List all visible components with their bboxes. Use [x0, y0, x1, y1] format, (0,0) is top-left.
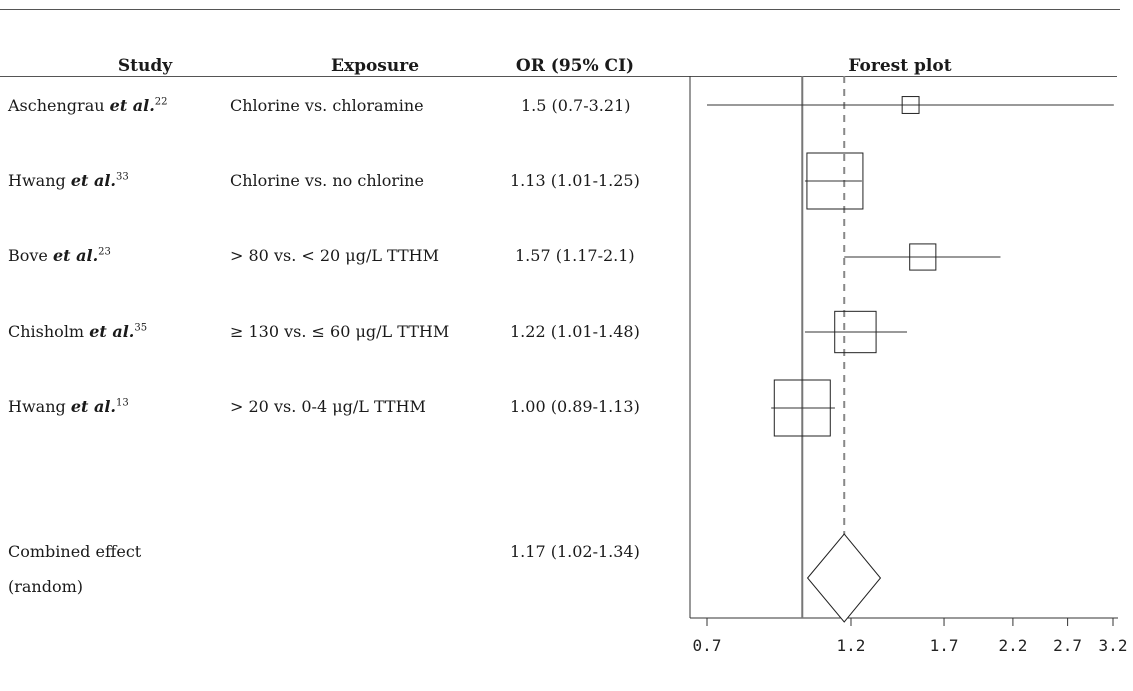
- study-author: Hwang: [8, 397, 66, 416]
- or-ci-cell: 1.22 (1.01-1.48): [510, 322, 640, 341]
- header-forest-plot: Forest plot: [848, 56, 952, 76]
- study-label: Hwang et al.13: [8, 397, 129, 416]
- study-etal: et al.: [70, 397, 116, 416]
- header-study: Study: [117, 56, 173, 76]
- study-label: Chisholm et al.35: [8, 322, 147, 341]
- study-box-marker: [901, 96, 920, 114]
- study-author: Aschengrau: [8, 96, 105, 115]
- study-reference: 33: [115, 171, 129, 183]
- header-rule-plot: [690, 76, 1117, 77]
- study-label: Bove et al.23: [8, 246, 111, 265]
- combined-label-line1: Combined effect: [8, 542, 142, 561]
- x-tick-label: 1.7: [930, 636, 959, 655]
- top-rule: [0, 9, 1120, 10]
- x-tick-label: 1.2: [837, 636, 866, 655]
- exposure-cell: > 20 vs. 0-4 μg/L TTHM: [230, 397, 426, 416]
- exposure-cell: Chlorine vs. chloramine: [230, 96, 424, 115]
- pooled-diamond-marker: [806, 533, 882, 623]
- exposure-cell: Chlorine vs. no chlorine: [230, 171, 424, 190]
- study-box-marker: [806, 152, 864, 210]
- header-or-ci: OR (95% CI): [515, 56, 635, 76]
- combined-or-ci: 1.17 (1.02-1.34): [510, 542, 640, 561]
- study-etal: et al.: [89, 322, 135, 341]
- study-author: Chisholm: [8, 322, 85, 341]
- header-exposure: Exposure: [330, 56, 420, 76]
- study-label: Hwang et al.33: [8, 171, 129, 190]
- header-rule: [0, 76, 690, 77]
- or-ci-cell: 1.57 (1.17-2.1): [515, 246, 635, 265]
- study-reference: 23: [98, 246, 111, 258]
- x-tick-label: 3.2: [1099, 636, 1128, 655]
- x-tick-label: 0.7: [693, 636, 722, 655]
- study-author: Hwang: [8, 171, 66, 190]
- study-etal: et al.: [70, 171, 116, 190]
- combined-label-line2: (random): [8, 577, 84, 596]
- study-reference: 13: [115, 397, 129, 409]
- x-tick-label: 2.2: [998, 636, 1027, 655]
- study-etal: et al.: [109, 96, 155, 115]
- study-label: Aschengrau et al.22: [8, 96, 168, 115]
- study-reference: 22: [154, 96, 168, 108]
- study-etal: et al.: [53, 246, 99, 265]
- study-author: Bove: [8, 246, 48, 265]
- x-tick-label: 2.7: [1053, 636, 1082, 655]
- or-ci-cell: 1.00 (0.89-1.13): [510, 397, 640, 416]
- exposure-cell: > 80 vs. < 20 μg/L TTHM: [230, 246, 440, 265]
- study-reference: 35: [134, 322, 148, 334]
- study-box-marker: [834, 310, 877, 354]
- study-box-marker: [773, 379, 831, 437]
- exposure-cell: ≥ 130 vs. ≤ 60 μg/L TTHM: [230, 322, 450, 341]
- or-ci-cell: 1.5 (0.7-3.21): [521, 96, 631, 115]
- or-ci-cell: 1.13 (1.01-1.25): [510, 171, 640, 190]
- study-box-marker: [909, 243, 937, 271]
